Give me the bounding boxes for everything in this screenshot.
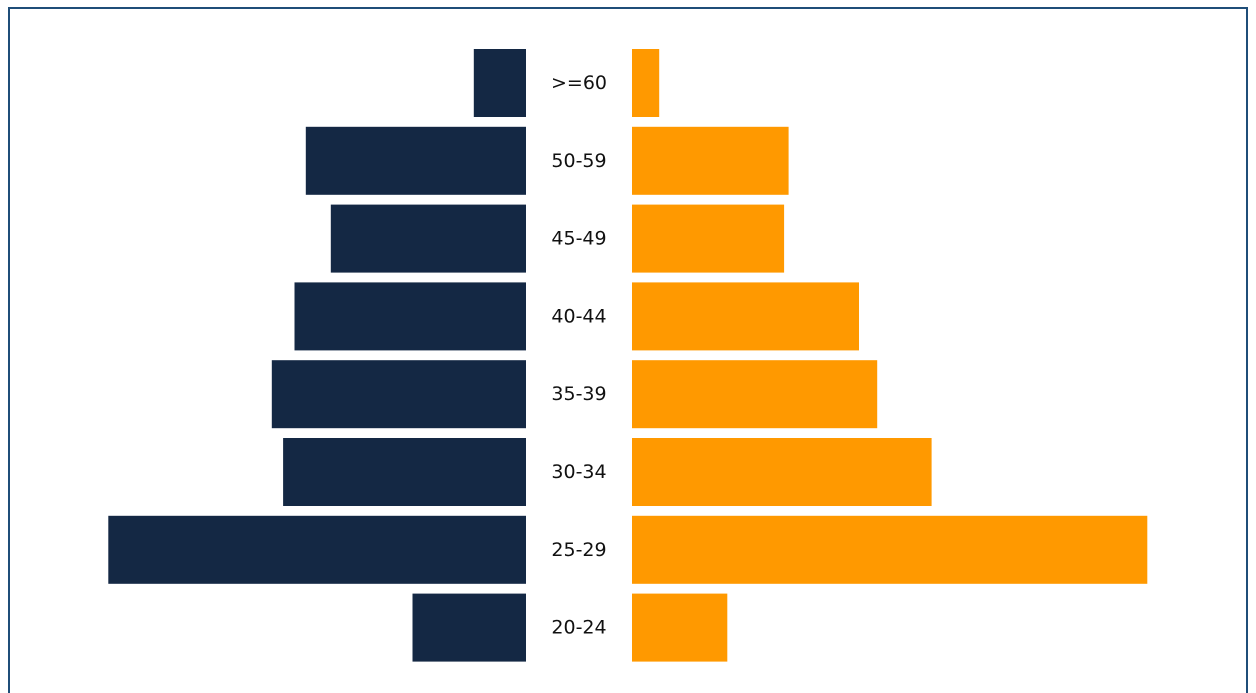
category-label: 50-59 [551,150,606,172]
category-label: 25-29 [551,539,606,561]
bar-right-0 [632,49,660,117]
bar-right-1 [632,126,789,195]
bar-right-5 [632,438,932,506]
bar-right-7 [632,593,728,662]
bar-left-6 [108,515,527,584]
bar-left-7 [412,593,526,662]
category-label: 20-24 [551,617,606,639]
category-label: 45-49 [551,228,606,250]
bar-right-4 [632,360,878,429]
category-label: 35-39 [551,383,606,405]
category-label: >=60 [551,72,607,94]
bar-left-0 [473,49,526,117]
bar-right-3 [632,282,859,351]
bar-right-6 [632,515,1148,584]
bar-right-2 [632,204,785,273]
bar-left-1 [305,126,526,195]
category-label: 40-44 [551,305,606,327]
category-label: 30-34 [551,461,606,483]
bar-left-2 [330,204,526,273]
bar-left-5 [283,438,526,506]
bar-left-3 [294,282,526,351]
bar-left-4 [271,360,526,429]
